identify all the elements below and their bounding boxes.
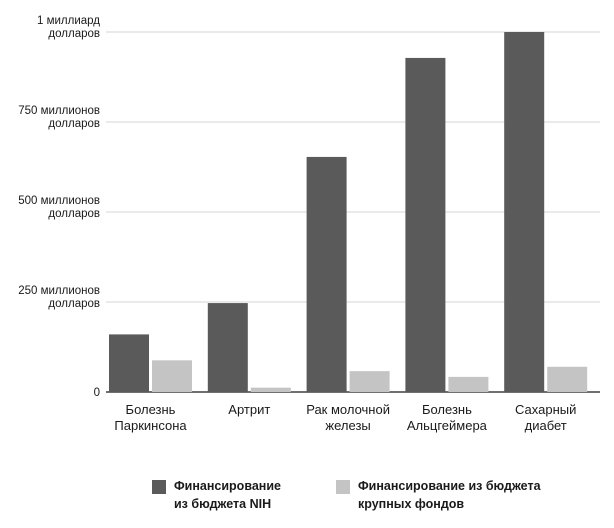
y-tick-label: 750 миллионов долларов [18,105,100,130]
legend-swatch-2 [336,480,350,494]
bar-series2-cat3 [349,371,390,392]
category-label: Артрит [228,402,270,417]
y-tick-label: 500 миллионов долларов [18,195,100,220]
legend-label-1: Финансирование из бюджета NIH [174,479,281,511]
category-label: Сахарный диабет [515,402,576,433]
y-tick-label: 0 [94,387,100,399]
bar-series1-cat4 [405,57,446,393]
bar-series1-cat3 [306,156,347,392]
bar-series2-cat4 [448,376,489,392]
category-label: Рак молочной железы [306,402,390,433]
bar-series2-cat1 [152,360,192,392]
bar-series1-cat2 [207,303,248,392]
bar-series2-cat2 [250,387,291,392]
category-label: Болезнь Паркинсона [114,402,187,433]
legend-swatch-1 [152,480,166,494]
bar-series1-cat1 [109,334,149,392]
y-tick-label: 250 миллионов долларов [18,285,100,310]
category-label: Болезнь Альцгеймера [407,402,488,433]
bar-series1-cat5 [504,32,545,392]
y-tick-label: 1 миллиард долларов [37,15,100,40]
legend-label-2: Финансирование из бюджета крупных фондов [358,479,542,511]
bar-series2-cat5 [547,366,588,392]
